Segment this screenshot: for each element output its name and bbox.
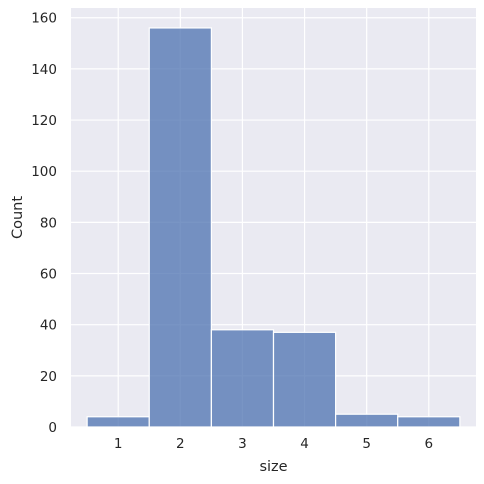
y-tick-label: 120 — [31, 113, 57, 129]
y-tick-label: 0 — [48, 420, 57, 436]
x-tick-labels: 1 2 3 4 5 6 — [114, 436, 433, 452]
y-tick-label: 100 — [31, 164, 57, 180]
histogram-bar — [335, 413, 399, 428]
x-tick-label: 3 — [238, 436, 247, 452]
x-tick-label: 2 — [176, 436, 185, 452]
y-tick-label: 140 — [31, 62, 57, 78]
x-axis-label: size — [259, 459, 287, 475]
histogram-bar — [397, 416, 461, 428]
x-tick-label: 6 — [424, 436, 433, 452]
x-tick-label: 4 — [300, 436, 309, 452]
y-tick-labels: 0 20 40 60 80 100 120 140 160 — [31, 11, 57, 436]
histogram-bar — [86, 416, 150, 428]
y-tick-label: 80 — [40, 215, 57, 231]
histogram-bar — [148, 27, 212, 428]
bars — [86, 27, 461, 428]
histogram-bar — [272, 331, 337, 428]
y-tick-label: 160 — [31, 11, 57, 27]
x-tick-label: 5 — [362, 436, 371, 452]
y-tick-label: 60 — [40, 267, 57, 283]
y-tick-label: 20 — [40, 369, 57, 385]
histogram-bar — [210, 329, 275, 428]
x-tick-label: 1 — [114, 436, 123, 452]
y-tick-label: 40 — [40, 318, 57, 334]
y-axis-label: Count — [10, 196, 26, 239]
